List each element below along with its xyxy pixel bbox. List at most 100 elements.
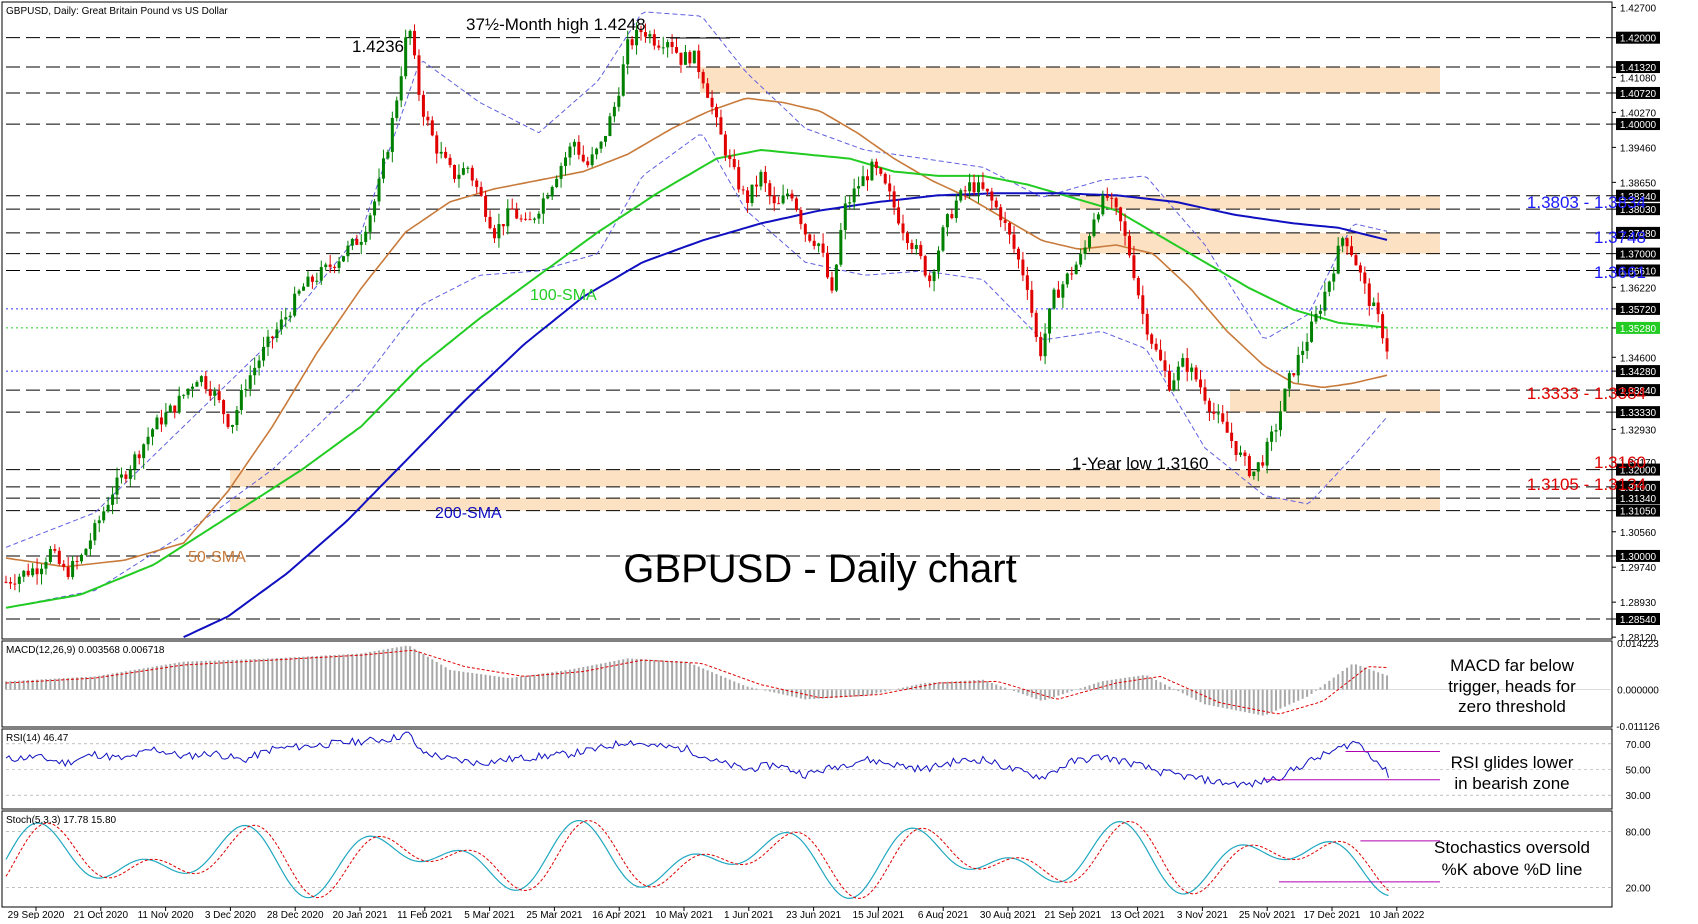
ytick-box-19 — [1616, 384, 1660, 397]
ytick-label-19: 1.33840 — [1620, 386, 1657, 397]
candle — [617, 87, 621, 112]
candle — [155, 414, 159, 430]
candle-body — [1136, 278, 1140, 296]
candle — [528, 211, 532, 221]
candle — [741, 185, 745, 195]
candle-body — [1016, 248, 1020, 260]
candle — [1216, 404, 1220, 424]
candle — [377, 168, 381, 206]
ytick-box-11 — [1616, 226, 1660, 239]
candle — [124, 470, 128, 483]
rsi-panel-frame — [1, 728, 1613, 810]
candle-body — [1323, 291, 1327, 311]
candle-body — [985, 188, 989, 192]
candle — [226, 413, 230, 429]
candle-body — [133, 454, 137, 470]
xtick-label-7: 5 Mar 2021 — [464, 910, 515, 919]
candle — [1119, 206, 1123, 231]
candle — [35, 558, 39, 585]
candle-body — [852, 188, 856, 203]
level-label-d: 1.3333 - 1.3384 — [1527, 384, 1646, 403]
candle — [1247, 453, 1251, 478]
candle-body — [501, 224, 505, 227]
chart-title: GBPUSD - Daily chart — [623, 547, 1016, 591]
candle — [790, 189, 794, 202]
candle — [812, 234, 816, 250]
stoch-indicator: 80.00 20.00 — [5, 820, 1651, 900]
candle-body — [941, 227, 945, 251]
candle — [102, 506, 106, 524]
candle-body — [683, 52, 687, 65]
zone-5 — [230, 498, 1440, 511]
ytick-label-30: 1.28930 — [1620, 598, 1657, 609]
ytick-label-24: 1.31600 — [1620, 483, 1657, 494]
candle — [865, 169, 869, 191]
candle — [981, 172, 985, 191]
candle — [204, 370, 208, 394]
candle — [381, 149, 385, 184]
candle — [293, 286, 297, 318]
candle — [1199, 369, 1203, 394]
zone-0 — [700, 67, 1440, 93]
ytick-box-13 — [1616, 264, 1660, 277]
candle — [803, 222, 807, 242]
main-panel-frame — [1, 1, 1613, 640]
candle — [577, 135, 581, 160]
candle-body — [612, 106, 616, 117]
candle — [719, 109, 723, 135]
candle-body — [421, 94, 425, 117]
candle — [608, 112, 612, 137]
candle-body — [328, 264, 332, 267]
candle — [905, 231, 909, 250]
ytick-label-5: 1.40270 — [1620, 108, 1657, 119]
candle-body — [75, 560, 79, 562]
candle — [146, 427, 150, 451]
candle-body — [115, 477, 119, 495]
candle-body — [1252, 471, 1256, 477]
xtick-label-2: 11 Nov 2020 — [138, 910, 194, 919]
candle-body — [168, 405, 172, 413]
candle — [199, 375, 203, 387]
sma200-line — [183, 192, 1388, 639]
ytick-label-16: 1.35280 — [1620, 324, 1657, 335]
candle-body — [914, 244, 918, 250]
candle-body — [297, 290, 301, 294]
candle-body — [861, 176, 865, 187]
candle — [26, 563, 30, 577]
candle — [1243, 449, 1247, 466]
candle-body — [1363, 272, 1367, 284]
candle — [834, 263, 838, 292]
macd-ytick-0: 0.014223 — [1617, 639, 1659, 650]
xtick-label-18: 3 Nov 2021 — [1177, 910, 1229, 919]
candle-body — [874, 161, 878, 169]
candle-body — [954, 200, 958, 219]
annotation-low: 1-Year low 1.3160 — [1072, 454, 1208, 473]
bollinger-lower — [5, 134, 1388, 609]
candle — [408, 29, 412, 45]
candle — [799, 207, 803, 230]
ytick-label-14: 1.36220 — [1620, 283, 1657, 294]
candle-body — [128, 469, 132, 479]
candle — [1252, 471, 1256, 480]
ytick-box-31 — [1616, 612, 1660, 625]
candle-body — [892, 191, 896, 208]
candle — [546, 192, 550, 200]
candle-body — [883, 173, 887, 184]
ytick-box-15 — [1616, 302, 1660, 315]
candle-body — [923, 256, 927, 276]
candle-body — [35, 568, 39, 575]
candle — [910, 239, 914, 254]
candle — [213, 387, 217, 406]
candle-body — [26, 570, 30, 576]
candle — [488, 210, 492, 230]
candle-body — [97, 520, 101, 524]
candle-body — [182, 394, 186, 396]
xtick-label-9: 16 Apr 2021 — [592, 910, 646, 919]
candle — [786, 188, 790, 200]
candle — [1101, 190, 1105, 217]
zone-4 — [230, 469, 1440, 487]
candle-body — [151, 429, 155, 437]
candle-body — [595, 148, 599, 155]
